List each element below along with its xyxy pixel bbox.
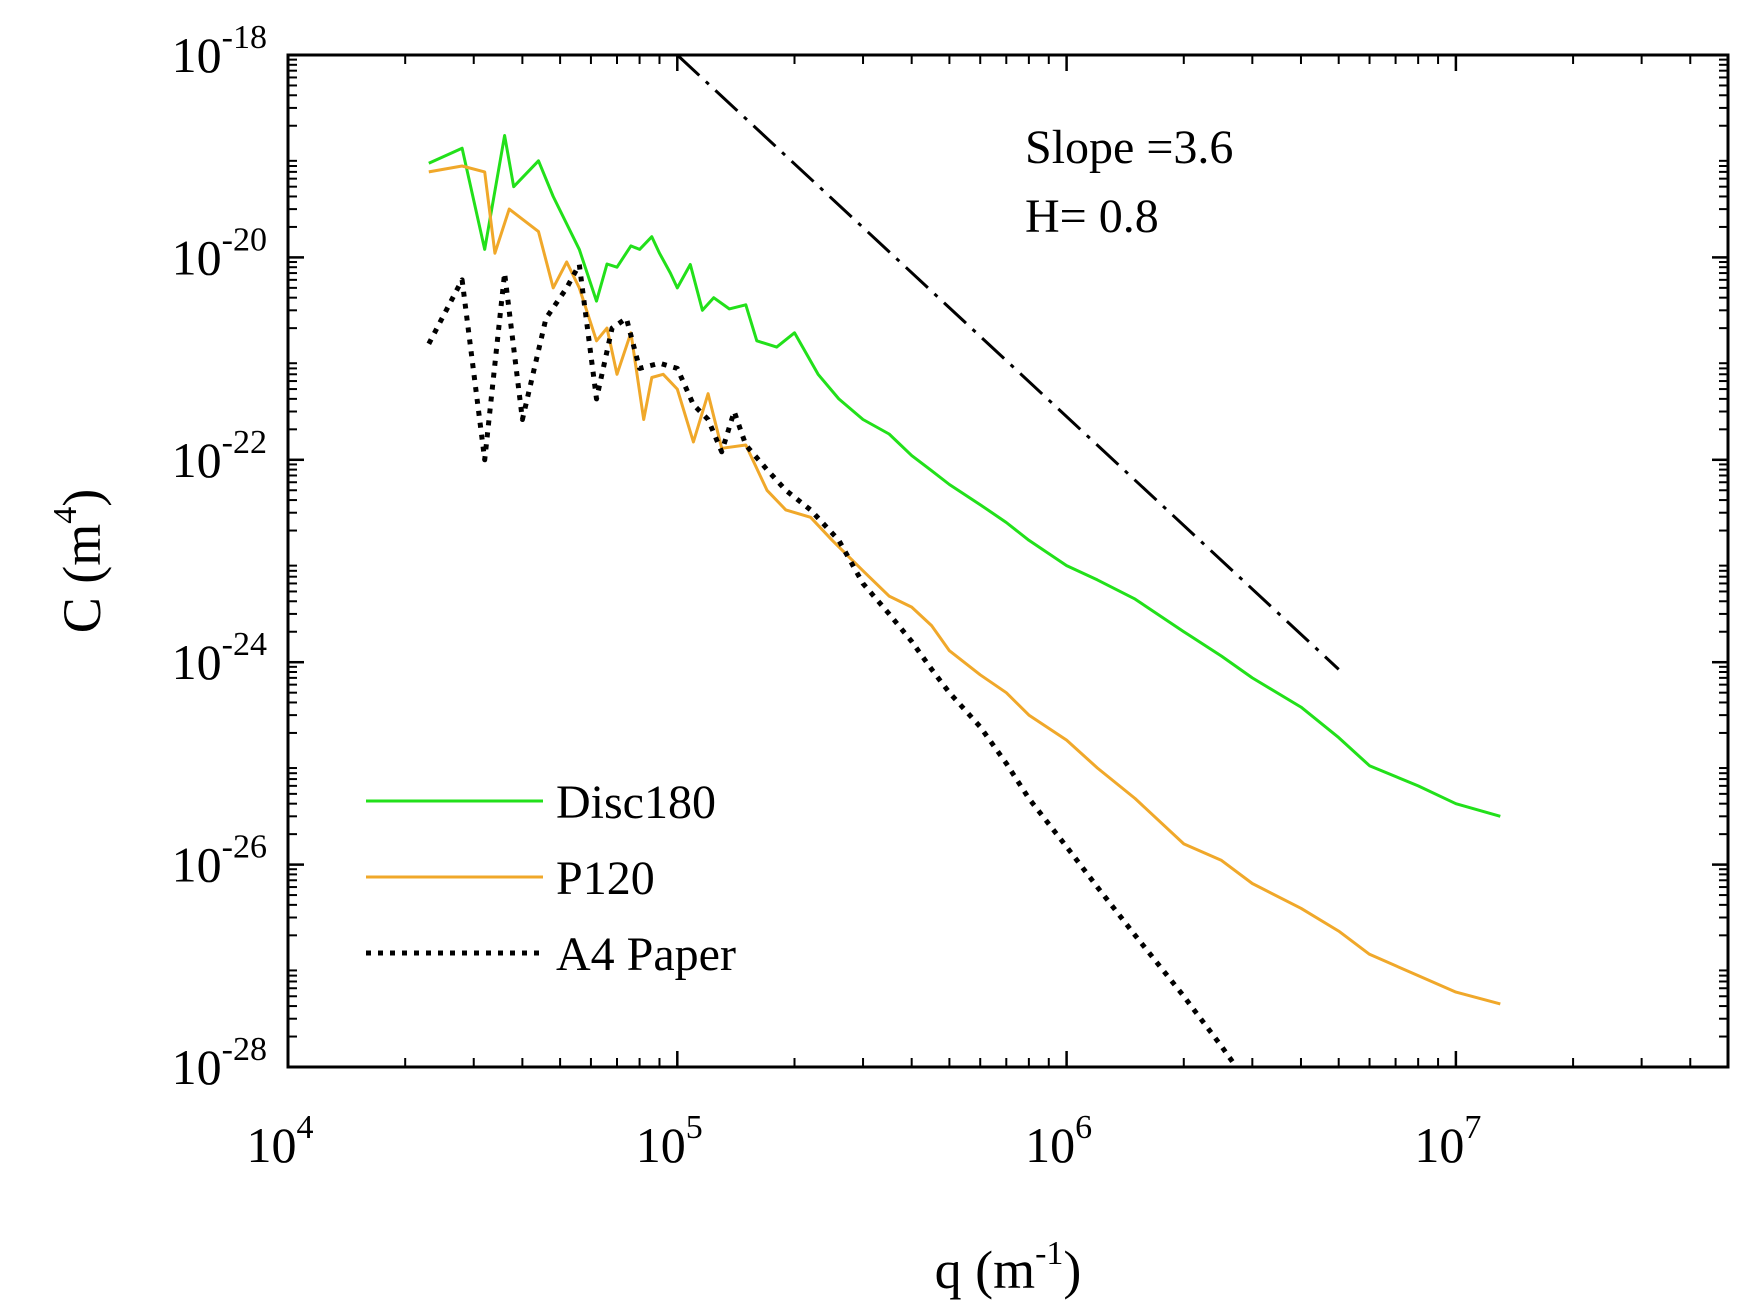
hurst-annotation: H= 0.8	[1025, 190, 1159, 243]
series-line-p120	[428, 164, 1501, 1006]
legend-label-disc180: Disc180	[556, 776, 716, 829]
x-tick-label: 106	[1025, 1109, 1092, 1173]
y-tick-label: 10-20	[172, 221, 267, 285]
x-tick-label: 104	[247, 1109, 314, 1173]
slope-reference-line	[676, 55, 1340, 671]
legend: Disc180 P120 A4 Paper	[366, 776, 736, 981]
series-line-disc180	[428, 134, 1501, 818]
legend-label-p120: P120	[556, 852, 655, 905]
series-layer	[426, 55, 1501, 1067]
plot-frame	[286, 53, 1730, 1069]
y-tick-labels: 10-18 10-20 10-22 10-24 10-26 10-28	[172, 19, 267, 1095]
y-tick-label: 10-24	[172, 626, 267, 690]
y-tick-label: 10-18	[172, 19, 267, 83]
legend-label-a4-paper: A4 Paper	[556, 928, 736, 981]
plot-background	[288, 55, 1728, 1067]
x-tick-label: 107	[1414, 1109, 1481, 1173]
y-axis-label: C (m4)	[47, 489, 112, 634]
y-tick-label: 10-26	[172, 829, 267, 893]
slope-annotation: Slope =3.6	[1025, 121, 1233, 174]
x-tick-labels: 104 105 106 107	[247, 1109, 1482, 1173]
y-tick-label: 10-22	[172, 424, 267, 488]
x-tick-label: 105	[636, 1109, 703, 1173]
y-tick-label: 10-28	[172, 1031, 267, 1095]
plot-area	[286, 53, 1730, 1069]
x-axis-label: q (m-1)	[935, 1235, 1082, 1300]
